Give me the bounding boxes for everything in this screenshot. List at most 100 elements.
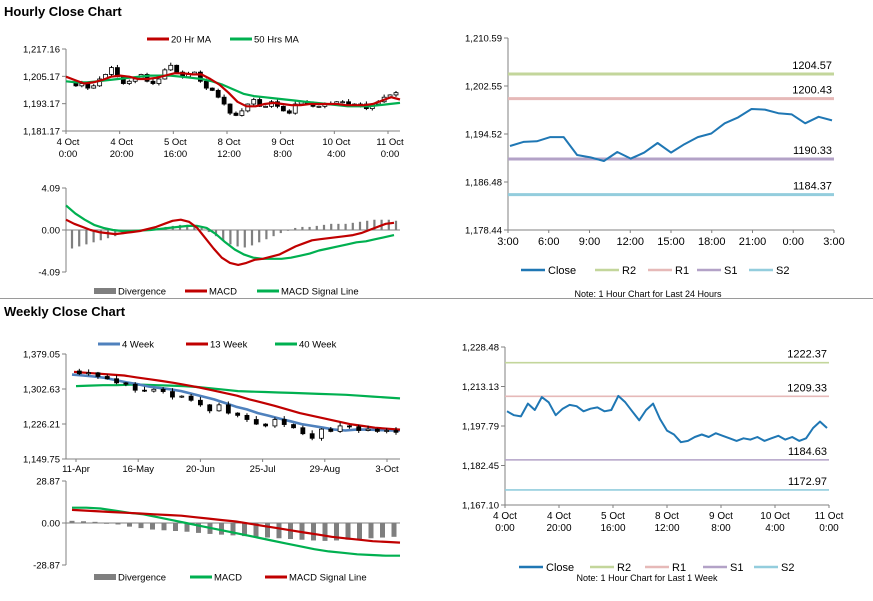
hourly-pivot-legend-r2-label: R2 — [622, 265, 636, 277]
weekly-price-candle — [319, 428, 324, 439]
weekly-price-candle — [207, 404, 213, 412]
legend-4-week-label: 4 Week — [122, 340, 154, 351]
weekly-divergence-bar — [115, 523, 121, 525]
weekly-pivot-legend-close-label: Close — [546, 562, 574, 574]
hourly-pivot-level-label-s1: 1190.33 — [793, 145, 832, 157]
hourly-price-x-tick-time: 16:00 — [163, 149, 187, 160]
hourly-20hr-ma-line — [65, 72, 401, 108]
weekly-price-candle — [365, 428, 371, 431]
hourly-price-candle — [393, 92, 399, 96]
legend-13-week-label: 13 Week — [210, 340, 248, 351]
hourly-price-candle — [227, 103, 233, 114]
hourly-divergence-bar — [236, 230, 239, 247]
weekly-price-candle — [337, 425, 343, 432]
weekly-divergence-bar — [230, 523, 236, 536]
weekly-price-candle — [235, 412, 241, 416]
weekly-price-candle — [309, 433, 315, 439]
hourly-price-candle — [239, 110, 245, 116]
weekly-pivot-legend-r2-label: R2 — [617, 562, 631, 574]
hourly-price-candle — [245, 103, 251, 112]
hourly-price-candle — [233, 112, 239, 116]
weekly-divergence-bar — [345, 523, 351, 540]
weekly-divergence-bar — [138, 523, 144, 529]
weekly-price-candle — [374, 428, 380, 432]
weekly-macd-line — [72, 506, 400, 557]
hourly-price-candle — [109, 67, 114, 75]
hourly-pivot-y-tick-label: 1,202.55 — [465, 82, 502, 93]
hourly-divergence-bar — [358, 221, 362, 230]
hourly-price-x-tick-date: 10 Oct — [322, 137, 350, 148]
hourly-price-candle — [263, 105, 269, 108]
weekly-price-x-tick-label: 25-Jul — [250, 464, 276, 475]
hourly-divergence-bar — [394, 220, 398, 230]
hourly-pivot-x-tick-label: 6:00 — [538, 236, 559, 248]
weekly-price-candle — [328, 428, 334, 432]
weekly-4-week-line — [71, 373, 400, 432]
weekly-pivot-x-tick-date: 10 Oct — [760, 511, 790, 522]
hourly-price-candle — [156, 78, 162, 84]
weekly-price-candle — [188, 395, 194, 401]
hourly-price-y-tick-label: 1,217.16 — [23, 45, 60, 56]
weekly-price-candle — [170, 391, 175, 398]
weekly-pivot-y-tick-label: 1,167.10 — [462, 501, 499, 512]
weekly-divergence-bar — [104, 523, 109, 524]
weekly-price-candle — [216, 404, 222, 412]
weekly-pivot-y-tick-label: 1,197.79 — [462, 422, 499, 433]
weekly-price-candle — [114, 378, 119, 384]
hourly-divergence-bar — [315, 225, 318, 230]
hourly-divergence-bar — [99, 230, 102, 241]
weekly-pivot-x-tick-date: 5 Oct — [601, 511, 625, 522]
hourly-pivot-x-tick-label: 0:00 — [783, 236, 804, 248]
hourly-price-candle — [221, 96, 227, 105]
weekly-price-candle — [197, 399, 203, 406]
hourly-price-candle — [346, 101, 351, 105]
hourly-price-candle — [280, 105, 286, 112]
weekly-divergence-bar — [127, 523, 132, 527]
hourly-section-title: Hourly Close Chart — [4, 4, 122, 19]
hourly-price-candle — [215, 89, 221, 98]
weekly-divergence-bar — [368, 523, 374, 539]
hourly-price-x-tick-date: 9 Oct — [271, 137, 294, 148]
weekly-40-week-line — [75, 383, 401, 400]
weekly-divergence-bar — [173, 523, 178, 532]
hourly-price-candle — [316, 105, 322, 108]
hourly-price-y-tick-label: 1,205.17 — [23, 72, 60, 83]
hourly-divergence-bar — [322, 224, 326, 230]
hourly-divergence-bar — [250, 230, 254, 246]
weekly-pivot-x-tick-time: 8:00 — [711, 523, 731, 534]
hourly-macd-signal-line — [65, 204, 395, 260]
hourly-pivot-level-label-r1: 1200.43 — [792, 85, 832, 97]
weekly-price-candle — [281, 419, 287, 425]
weekly-pivot-x-tick-time: 0:00 — [495, 523, 515, 534]
hourly-macd-y-tick-label: 4.09 — [42, 184, 61, 195]
hourly-price-x-tick-date: 8 Oct — [218, 137, 241, 148]
weekly-price-candle — [356, 426, 362, 431]
weekly-price-candle — [253, 419, 259, 425]
weekly-pivot-x-tick-time: 12:00 — [654, 523, 679, 534]
hourly-divergence-bar — [243, 230, 246, 248]
weekly-divergence-bar — [184, 523, 190, 532]
hourly-price-x-tick-time: 0:00 — [59, 149, 78, 160]
hourly-divergence-bar — [272, 230, 275, 237]
hourly-price-x-tick-time: 12:00 — [217, 149, 241, 160]
hourly-price-candle — [91, 85, 97, 89]
hourly-divergence-bar — [351, 222, 354, 230]
hourly-divergence-bar — [337, 223, 340, 230]
weekly-price-candle — [300, 427, 306, 435]
weekly-pivot-x-tick-date: 4 Oct — [547, 511, 571, 522]
hourly-price-x-tick-date: 4 Oct — [110, 137, 133, 148]
hourly-divergence-bar — [92, 230, 95, 243]
hourly-divergence-bar — [70, 230, 74, 249]
hourly-price-candle — [209, 87, 215, 91]
hourly-divergence-bar — [301, 226, 304, 230]
hourly-price-candle — [286, 110, 292, 114]
hourly-pivot-level-label-s2: 1184.37 — [793, 181, 832, 193]
hourly-pivot-close-line — [509, 108, 833, 162]
hourly-divergence-bar — [330, 223, 333, 230]
hourly-pivot-x-tick-label: 18:00 — [698, 236, 726, 248]
weekly-price-candle — [263, 423, 269, 427]
weekly-price-candle — [95, 372, 101, 377]
weekly-divergence-bar — [81, 521, 86, 523]
hourly-price-x-tick-date: 11 Oct — [376, 137, 404, 148]
weekly-divergence-bar — [92, 521, 98, 523]
